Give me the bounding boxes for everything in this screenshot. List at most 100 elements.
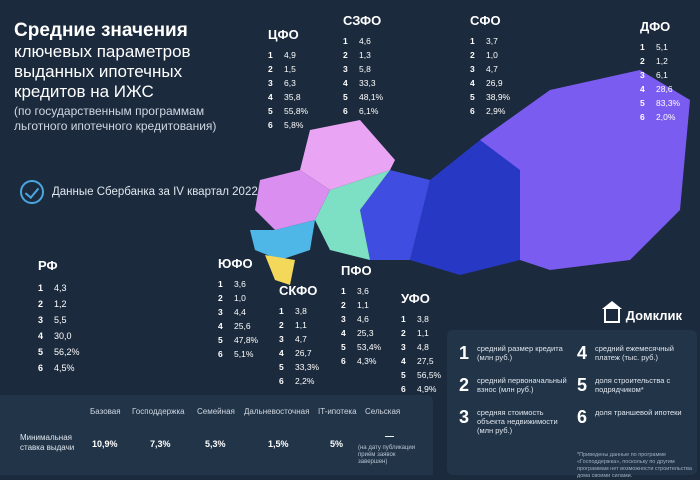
- legend-item: 4 средний ежемесячный платеж (тыс. руб.): [577, 343, 674, 363]
- region-name: УФО: [401, 291, 430, 306]
- table-header: Дальневосточная: [244, 407, 310, 416]
- region-value: 4,9%: [417, 384, 437, 394]
- region-value: 6,3: [284, 78, 296, 88]
- region-value: 1,5: [284, 64, 296, 74]
- region-value: 27,5: [417, 356, 434, 366]
- region-value: 30,0: [54, 331, 72, 341]
- region-value: 1,1: [357, 300, 369, 310]
- region-value: 4,6: [357, 314, 369, 324]
- region-dfo: ДФО 1 5,1 2 1,2 3 6,1 4 28,6 5 83,3% 6 2,0%: [640, 19, 681, 123]
- brand-logo: Домклик: [601, 300, 682, 323]
- region-value: 5,5: [54, 315, 67, 325]
- table-cell: 5,3%: [205, 439, 226, 449]
- region-value: 2,9%: [486, 106, 506, 116]
- region-value: 26,9: [486, 78, 503, 88]
- table-header: Господдержка: [132, 407, 185, 416]
- table-cell: 5%: [330, 439, 344, 449]
- source-text: Данные Сбербанка за IV квартал 2022 года: [52, 186, 285, 198]
- region-value: 25,6: [234, 321, 251, 331]
- region-value: 33,3%: [295, 362, 320, 372]
- check-icon: [20, 180, 44, 204]
- region-value: 3,6: [234, 279, 246, 289]
- region-value: 38,9%: [486, 92, 511, 102]
- map-region-szfo: [300, 120, 395, 190]
- region-ufo: УФО 1 3,8 2 1,1 3 4,8 4 27,5 5 56,5% 6 4,9%: [401, 291, 442, 395]
- region-value: 35,8: [284, 92, 301, 102]
- legend-footnote: *Приведены данные по программе «Господде…: [577, 452, 692, 479]
- table-cell: 10,9%: [92, 439, 118, 449]
- region-value: 26,7: [295, 348, 312, 358]
- region-value: 4,7: [486, 64, 498, 74]
- table-cell: 1,5%: [268, 439, 289, 449]
- region-value: 6,1: [656, 70, 668, 80]
- map-region-dfo: [480, 70, 690, 270]
- region-value: 3,8: [295, 306, 307, 316]
- legend-item: 2 средний первоначальный взнос (млн руб.): [459, 375, 567, 395]
- region-value: 48,1%: [359, 92, 384, 102]
- region-value: 4,6: [359, 36, 371, 46]
- region-pfo: ПФО 1 3,6 2 1,1 3 4,6 4 25,3 5 53,4% 6 4,3%: [341, 263, 382, 367]
- map-region-sfo: [410, 140, 520, 275]
- region-value: 6,1%: [359, 106, 379, 116]
- region-value: 2,2%: [295, 376, 315, 386]
- region-value: 5,1%: [234, 349, 254, 359]
- region-name: ДФО: [640, 19, 671, 34]
- region-value: 4,3%: [357, 356, 377, 366]
- region-value: 5,8: [359, 64, 371, 74]
- region-value: 56,5%: [417, 370, 442, 380]
- region-value: 4,8: [417, 342, 429, 352]
- table-cell: 7,3%: [150, 439, 171, 449]
- region-name: СЗФО: [343, 13, 382, 28]
- region-value: 4,9: [284, 50, 296, 60]
- legend-panel: 1 средний размер кредита (млн руб.) 2 сред…: [447, 330, 697, 479]
- page-subtitle-note: (по государственным программам льготного…: [14, 104, 217, 133]
- region-yufo: ЮФО 1 3,6 2 1,0 3 4,4 4 25,6 5 47,8% 6 5,1%: [218, 256, 259, 360]
- region-skfo: СКФО 1 3,8 2 1,1 3 4,7 4 26,7 5 33,3% 6 2,2%: [279, 283, 320, 387]
- table-row-label: Минимальная ставка выдачи: [20, 433, 75, 452]
- map-region-skfo: [265, 255, 295, 285]
- table-header: Сельская: [365, 407, 401, 416]
- table-header: Базовая: [90, 407, 121, 416]
- region-value: 5,8%: [284, 120, 304, 130]
- region-value: 1,0: [234, 293, 246, 303]
- table-note: (на дату публикации приём заявок заверше…: [358, 445, 416, 465]
- brand-name: Домклик: [625, 308, 682, 323]
- region-value: 1,1: [295, 320, 307, 330]
- region-value: 1,2: [656, 56, 668, 66]
- region-value: 1,2: [54, 299, 67, 309]
- legend-item: 1 средний размер кредита (млн руб.): [459, 343, 563, 363]
- page-title-block: Средние значения ключевых параметров выд…: [14, 20, 254, 134]
- map-region-pfo: [315, 170, 390, 260]
- region-value: 4,4: [234, 307, 246, 317]
- region-value: 28,6: [656, 84, 673, 94]
- russia-map: [250, 70, 690, 285]
- region-name: СКФО: [279, 283, 318, 298]
- region-value: 3,6: [357, 286, 369, 296]
- region-value: 1,0: [486, 50, 498, 60]
- region-value: 1,3: [359, 50, 371, 60]
- region-name: ПФО: [341, 263, 372, 278]
- region-name: СФО: [470, 13, 501, 28]
- region-value: 3,8: [417, 314, 429, 324]
- region-sfo: СФО 1 3,7 2 1,0 3 4,7 4 26,9 5 38,9% 6 2,9%: [470, 13, 511, 117]
- region-value: 25,3: [357, 328, 374, 338]
- rates-table: Базовая Господдержка Семейная Дальневост…: [0, 395, 433, 475]
- region-value: 4,3: [54, 283, 67, 293]
- region-value: 53,4%: [357, 342, 382, 352]
- table-cell: —: [385, 431, 394, 441]
- legend-item: 3 средняя стоимость объекта недвижимости …: [459, 407, 558, 435]
- region-rf: РФ 1 4,3 2 1,2 3 5,5 4 30,0 5 56,2% 6 4,5%: [38, 258, 80, 376]
- legend-item: 5 доля строительства с подрядчиком*: [577, 375, 671, 395]
- page-subtitle: ключевых параметров выданных ипотечных к…: [14, 42, 191, 101]
- region-name: ЮФО: [218, 256, 253, 271]
- table-header: Семейная: [197, 407, 235, 416]
- house-icon: [601, 300, 622, 323]
- source-note: Данные Сбербанка за IV квартал 2022 года: [20, 180, 284, 204]
- table-header: IT-ипотека: [318, 407, 357, 416]
- map-region-cfo: [255, 170, 330, 230]
- region-value: 2,0%: [656, 112, 676, 122]
- map-region-ufo: [360, 170, 430, 260]
- region-szfo: СЗФО 1 4,6 2 1,3 3 5,8 4 33,3 5 48,1% 6 6,1%: [343, 13, 384, 117]
- region-value: 55,8%: [284, 106, 309, 116]
- region-value: 47,8%: [234, 335, 259, 345]
